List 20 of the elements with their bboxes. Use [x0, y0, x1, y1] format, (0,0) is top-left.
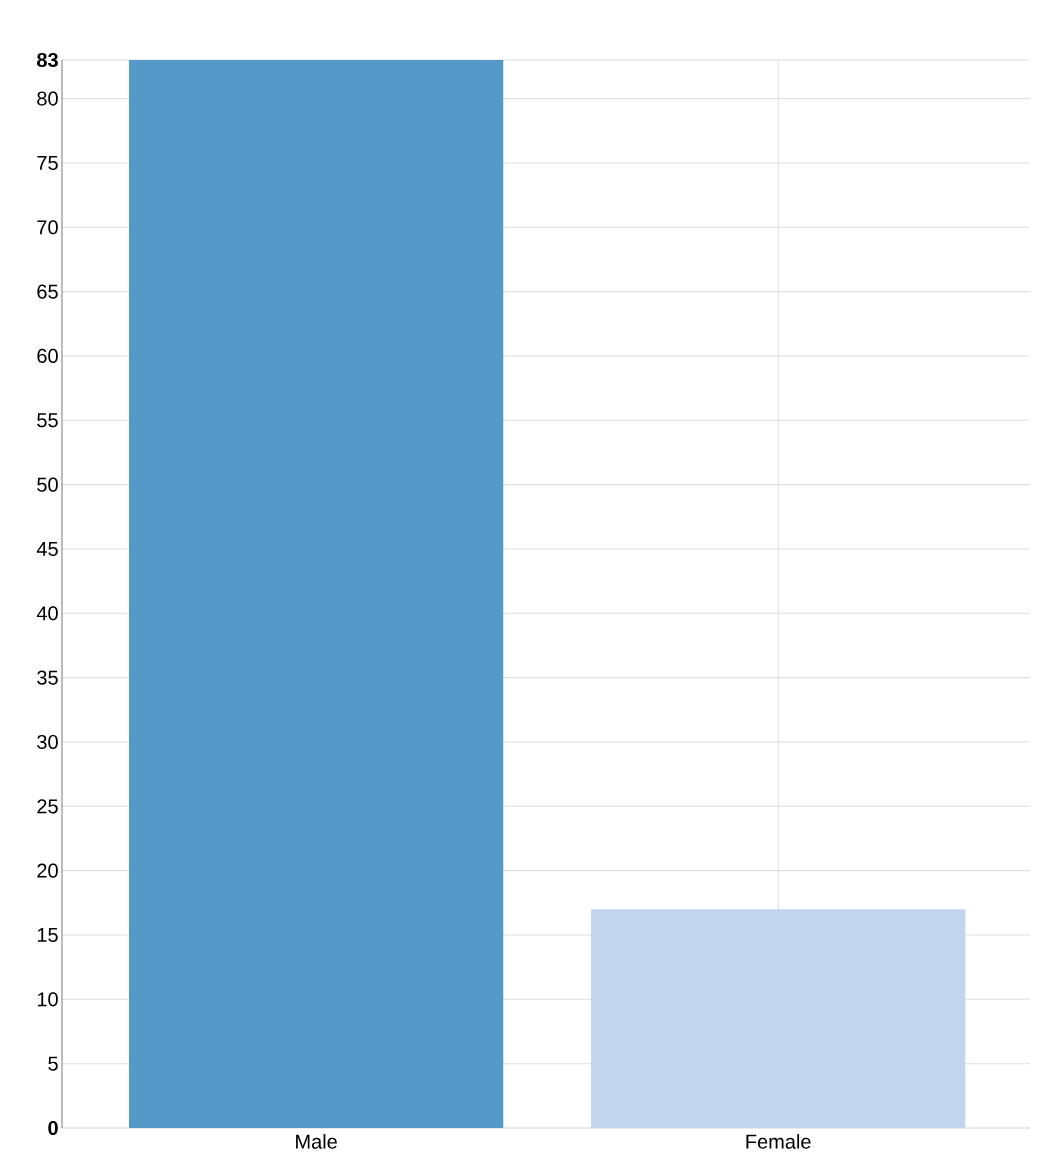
y-tick-label: 10 — [37, 992, 58, 1007]
y-tick-label: 80 — [37, 91, 58, 106]
x-tick-label: Female — [746, 1134, 811, 1149]
y-tick-label: 0 — [48, 1120, 58, 1136]
y-tick-label: 20 — [37, 863, 58, 878]
y-tick-label: 70 — [37, 220, 58, 235]
y-tick-label: 5 — [48, 1056, 58, 1071]
y-tick-label: 45 — [36, 541, 58, 556]
y-tick-label: 30 — [37, 734, 58, 750]
x-tick-label: Male — [296, 1134, 337, 1149]
y-tick-label: 83 — [37, 52, 58, 68]
y-tick-label: 40 — [36, 606, 58, 621]
y-tick-label: 35 — [37, 670, 58, 685]
y-tick-label: 15 — [37, 928, 58, 942]
y-tick-label: 75 — [37, 155, 58, 170]
y-tick-label: 55 — [37, 413, 58, 428]
y-tick-label: 25 — [37, 799, 58, 814]
y-tick-label: 50 — [37, 477, 58, 492]
y-tick-label: 65 — [37, 284, 58, 299]
y-tick-label: 60 — [37, 348, 58, 364]
